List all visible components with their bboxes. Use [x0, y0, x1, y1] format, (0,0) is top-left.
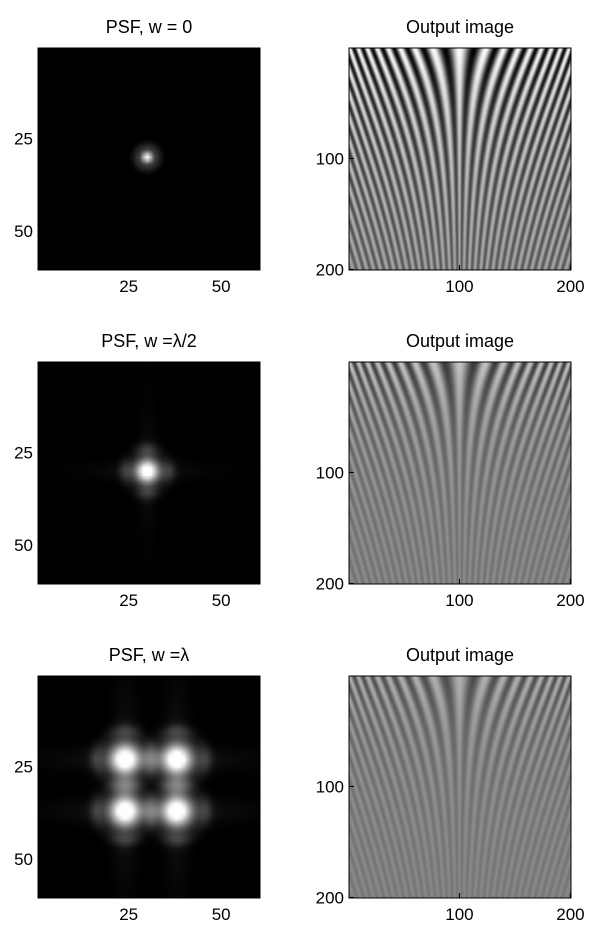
x-tick-label: 25	[119, 591, 138, 610]
subplot-title: PSF, w =λ/2	[101, 331, 197, 351]
x-tick-label: 200	[556, 905, 584, 924]
heatmap-image	[38, 48, 260, 270]
y-tick-label: 25	[14, 444, 33, 463]
heatmap-image	[349, 48, 571, 270]
y-tick-label: 50	[14, 222, 33, 241]
x-tick-label: 100	[445, 905, 473, 924]
y-tick-label: 200	[316, 260, 344, 279]
subplot-3: PSF, w =λ/2 25 50 25 50	[14, 331, 261, 610]
subplot-2: Output image 100 200 100 200	[316, 17, 585, 296]
x-tick-label: 100	[445, 277, 473, 296]
x-tick-label: 50	[212, 905, 231, 924]
axes-frame	[348, 47, 572, 271]
axes-frame	[348, 361, 572, 585]
x-tick-label: 25	[119, 905, 138, 924]
x-tick-label: 50	[212, 277, 231, 296]
heatmap-image	[38, 676, 260, 898]
x-tick-label: 50	[212, 591, 231, 610]
x-tick-label: 200	[556, 277, 584, 296]
subplot-1: PSF, w = 0 25 50 25 50	[14, 17, 261, 296]
heatmap-image	[349, 362, 571, 584]
axes-frame	[37, 47, 261, 271]
y-tick-label: 25	[14, 758, 33, 777]
subplot-title: Output image	[406, 331, 514, 351]
y-tick-label: 50	[14, 850, 33, 869]
heatmap-image	[349, 676, 571, 898]
y-tick-label: 100	[316, 777, 344, 796]
subplot-title: PSF, w =λ	[109, 645, 190, 665]
y-tick-label: 100	[316, 463, 344, 482]
y-tick-label: 50	[14, 536, 33, 555]
subplot-6: Output image 100 200 100 200	[316, 645, 585, 924]
y-tick-label: 200	[316, 888, 344, 907]
y-tick-label: 100	[316, 149, 344, 168]
subplot-title: Output image	[406, 645, 514, 665]
heatmap-image	[38, 362, 260, 584]
x-tick-label: 100	[445, 591, 473, 610]
axes-frame	[37, 361, 261, 585]
subplot-title: Output image	[406, 17, 514, 37]
x-tick-label: 25	[119, 277, 138, 296]
axes-frame	[37, 675, 261, 899]
subplot-title: PSF, w = 0	[106, 17, 193, 37]
axes-frame	[348, 675, 572, 899]
y-tick-label: 200	[316, 574, 344, 593]
subplot-4: Output image 100 200 100 200	[316, 331, 585, 610]
y-tick-label: 25	[14, 130, 33, 149]
x-tick-label: 200	[556, 591, 584, 610]
subplot-5: PSF, w =λ 25 50 25 50	[14, 645, 261, 924]
